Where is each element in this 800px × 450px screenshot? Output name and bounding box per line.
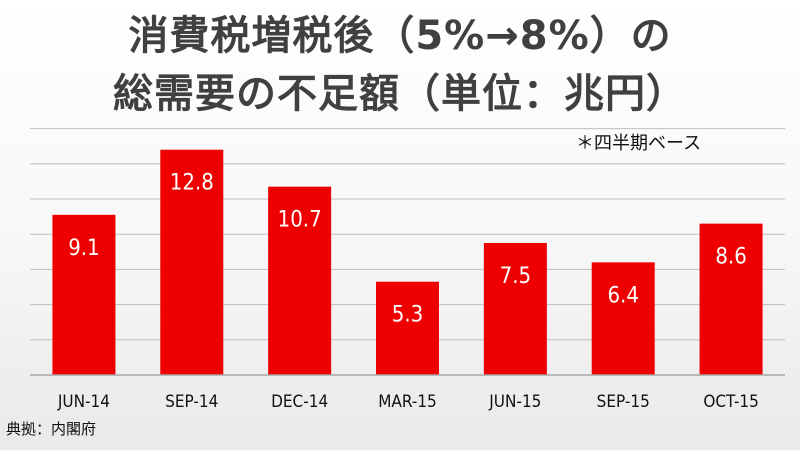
x-tick-label: MAR-15 — [378, 392, 437, 412]
bar-value-label: 6.4 — [607, 283, 638, 308]
bar-dec-14 — [268, 186, 332, 375]
bar-value-label: 7.5 — [500, 264, 531, 289]
bar-mar-15 — [376, 281, 439, 375]
x-tick-label: JUN-15 — [488, 392, 541, 412]
source-note: 典拠：内閣府 — [6, 420, 97, 438]
bar-sep-15 — [591, 262, 655, 375]
bar-value-label: 10.7 — [278, 208, 322, 233]
quarterly-basis-note: ＊四半期ベース — [576, 133, 702, 154]
bar-sep-14 — [160, 149, 224, 375]
chart-title-line-2: 総需要の不足額（単位：兆円） — [113, 71, 687, 117]
x-tick-label: SEP-15 — [597, 392, 650, 412]
bar-jun-15 — [483, 243, 547, 375]
x-tick-label: DEC-14 — [271, 392, 328, 412]
x-tick-label: SEP-14 — [165, 392, 218, 412]
bar-value-label: 8.6 — [715, 245, 746, 270]
bar-value-label: 12.8 — [170, 171, 214, 196]
bar-jun-14 — [52, 214, 116, 375]
x-tick-label: OCT-15 — [703, 392, 758, 412]
x-tick-label: JUN-14 — [57, 392, 110, 412]
bar-oct-15 — [699, 223, 763, 375]
bar-value-label: 9.1 — [68, 236, 99, 261]
bar-value-label: 5.3 — [392, 303, 423, 328]
chart-title-line-1: 消費税増税後（5%→8%）の — [128, 13, 672, 59]
